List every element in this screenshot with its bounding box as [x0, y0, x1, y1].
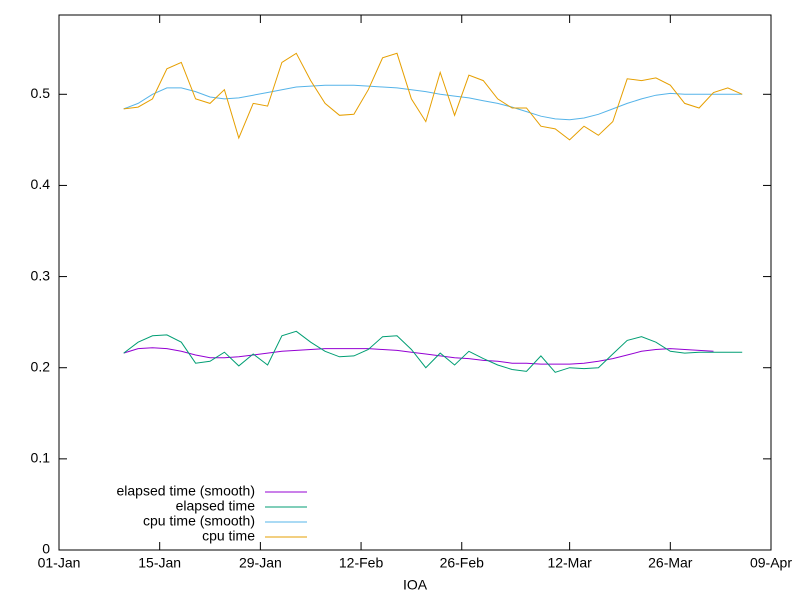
y-tick-label: 0 — [42, 541, 50, 557]
x-tick-label: 12-Feb — [339, 555, 384, 571]
y-tick-label: 0.2 — [31, 358, 51, 374]
y-tick-label: 0.3 — [31, 267, 51, 283]
x-tick-label: 12-Mar — [547, 555, 592, 571]
series-line — [123, 52, 743, 141]
x-axis-label: IOA — [403, 577, 428, 593]
legend-label: elapsed time — [176, 498, 256, 514]
x-tick-label: 26-Mar — [648, 555, 693, 571]
series-line — [123, 347, 714, 365]
legend-label: cpu time — [202, 528, 255, 544]
series-line — [123, 84, 743, 121]
x-tick-label: 09-Apr — [750, 555, 792, 571]
y-tick-label: 0.4 — [31, 176, 51, 192]
y-tick-label: 0.5 — [31, 85, 51, 101]
x-tick-label: 26-Feb — [440, 555, 485, 571]
x-tick-label: 01-Jan — [38, 555, 81, 571]
x-tick-label: 15-Jan — [138, 555, 181, 571]
series-line — [123, 330, 743, 373]
legend-label: cpu time (smooth) — [143, 513, 255, 529]
plot-frame — [58, 14, 772, 551]
y-tick-label: 0.1 — [31, 450, 51, 466]
x-tick-label: 29-Jan — [239, 555, 282, 571]
legend-label: elapsed time (smooth) — [116, 483, 255, 499]
